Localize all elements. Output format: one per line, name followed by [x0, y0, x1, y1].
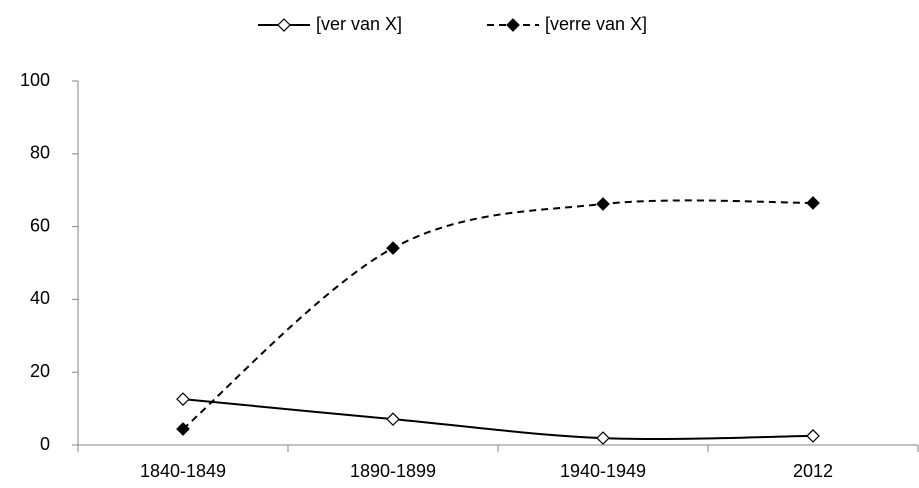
- series-line: [182, 398, 814, 440]
- y-tick-label: 80: [30, 143, 50, 163]
- legend-marker: [506, 18, 520, 32]
- marker: [806, 196, 820, 210]
- y-tick-label: 60: [30, 215, 50, 235]
- marker: [386, 412, 400, 427]
- legend-label: [ver van X]: [316, 14, 402, 34]
- y-tick-label: 20: [30, 361, 50, 381]
- series-line: [182, 199, 814, 430]
- y-tick-label: 100: [20, 70, 50, 90]
- y-tick-label: 0: [40, 434, 50, 454]
- marker: [596, 431, 610, 445]
- x-tick-label: 1840-1849: [140, 461, 226, 481]
- x-tick-label: 2012: [793, 461, 833, 481]
- marker: [596, 197, 610, 211]
- legend-marker: [277, 18, 291, 32]
- marker: [386, 241, 400, 255]
- legend-label: [verre van X]: [545, 14, 647, 34]
- marker: [176, 422, 190, 436]
- x-tick-label: 1940-1949: [560, 461, 646, 481]
- marker: [176, 392, 190, 406]
- marker: [806, 429, 820, 443]
- x-tick-label: 1890-1899: [350, 461, 436, 481]
- y-tick-label: 40: [30, 288, 50, 308]
